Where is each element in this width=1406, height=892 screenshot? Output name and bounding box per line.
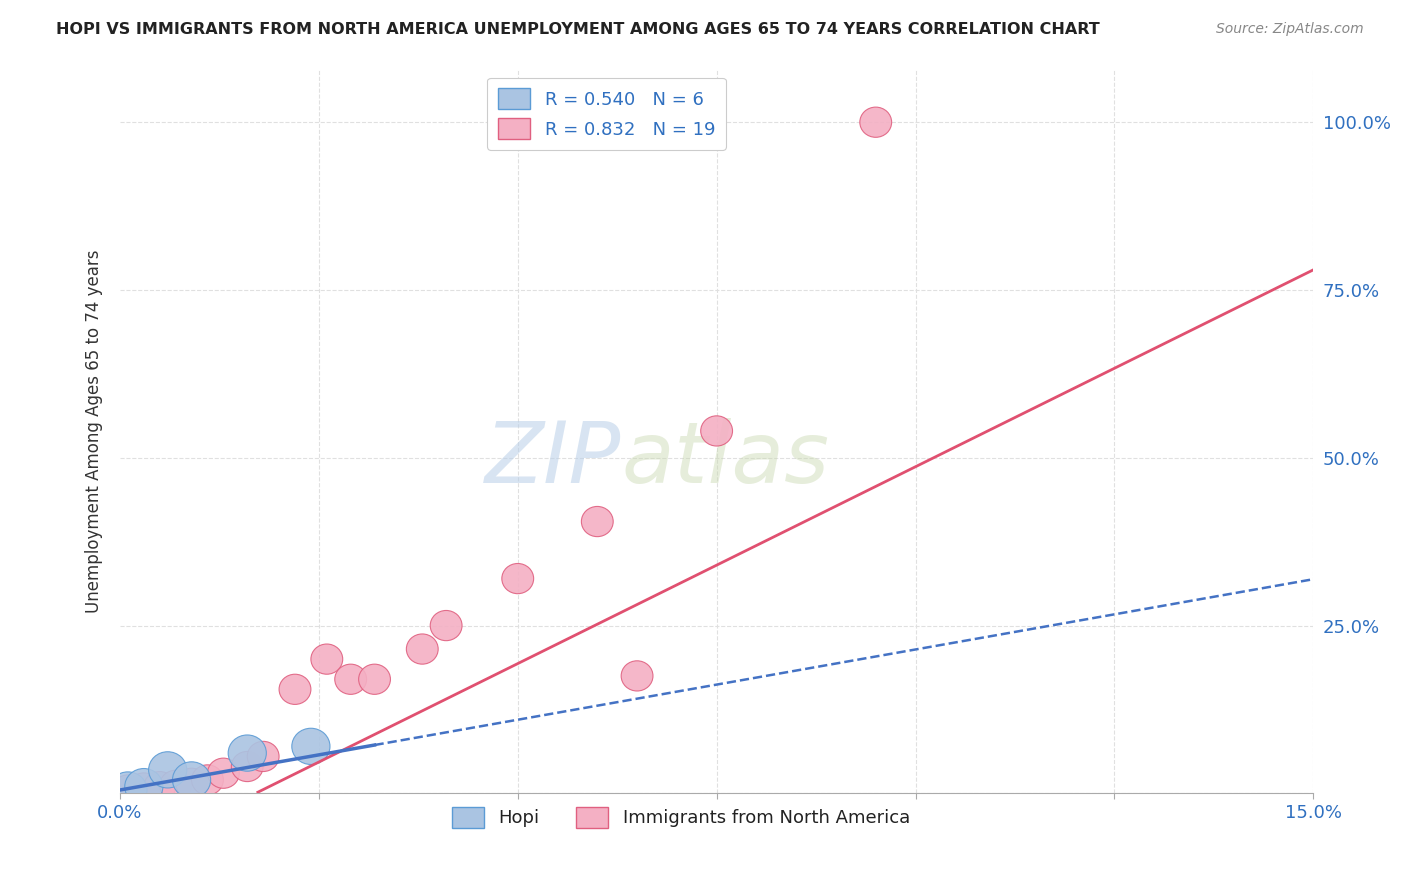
Text: HOPI VS IMMIGRANTS FROM NORTH AMERICA UNEMPLOYMENT AMONG AGES 65 TO 74 YEARS COR: HOPI VS IMMIGRANTS FROM NORTH AMERICA UN… (56, 22, 1099, 37)
Ellipse shape (502, 564, 534, 594)
Ellipse shape (149, 752, 187, 788)
Ellipse shape (700, 416, 733, 446)
Text: Source: ZipAtlas.com: Source: ZipAtlas.com (1216, 22, 1364, 37)
Ellipse shape (173, 762, 211, 798)
Ellipse shape (430, 610, 463, 640)
Ellipse shape (160, 770, 191, 800)
Ellipse shape (359, 665, 391, 694)
Ellipse shape (108, 772, 148, 808)
Ellipse shape (860, 107, 891, 137)
Ellipse shape (581, 507, 613, 537)
Ellipse shape (125, 769, 163, 805)
Ellipse shape (208, 758, 239, 789)
Legend: Hopi, Immigrants from North America: Hopi, Immigrants from North America (444, 800, 917, 835)
Ellipse shape (128, 772, 160, 803)
Text: ZIP: ZIP (485, 418, 621, 501)
Ellipse shape (406, 634, 439, 665)
Ellipse shape (335, 665, 367, 694)
Ellipse shape (228, 735, 266, 772)
Ellipse shape (247, 741, 278, 772)
Ellipse shape (143, 772, 176, 802)
Ellipse shape (176, 768, 208, 798)
Ellipse shape (112, 775, 143, 805)
Ellipse shape (191, 764, 224, 795)
Y-axis label: Unemployment Among Ages 65 to 74 years: Unemployment Among Ages 65 to 74 years (86, 249, 103, 613)
Text: atlas: atlas (621, 418, 830, 501)
Ellipse shape (311, 644, 343, 674)
Ellipse shape (278, 674, 311, 705)
Ellipse shape (621, 661, 652, 691)
Ellipse shape (292, 728, 330, 764)
Ellipse shape (232, 751, 263, 781)
